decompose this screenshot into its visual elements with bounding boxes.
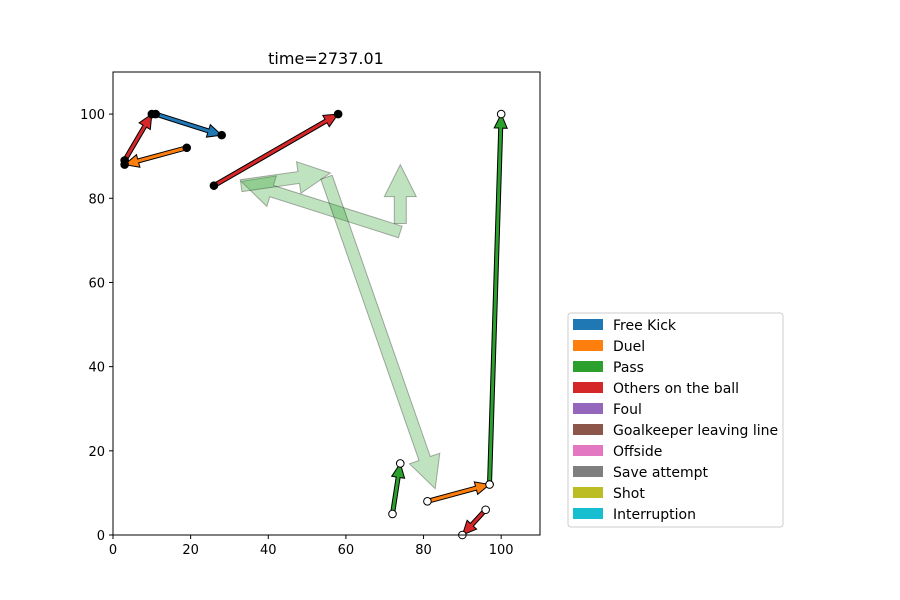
legend-swatch bbox=[573, 361, 603, 372]
legend-swatch bbox=[573, 424, 603, 435]
x-tick-label: 80 bbox=[415, 543, 432, 558]
legend-swatch bbox=[573, 466, 603, 477]
faded-arrow-2 bbox=[239, 160, 332, 195]
event-arrow-dark-3 bbox=[123, 145, 188, 168]
legend-swatch bbox=[573, 403, 603, 414]
legend-label: Offside bbox=[613, 444, 662, 460]
y-tick-label: 60 bbox=[88, 276, 105, 291]
event-arrow-dark-4 bbox=[212, 113, 340, 189]
event-arrow-light-1 bbox=[389, 462, 406, 515]
legend-label: Interruption bbox=[613, 507, 696, 523]
y-tick-label: 100 bbox=[80, 108, 105, 123]
event-marker-dark-3-start bbox=[182, 143, 192, 153]
event-arrows-layer bbox=[120, 109, 508, 540]
event-marker-light-1-start bbox=[388, 509, 397, 519]
legend-swatch bbox=[573, 382, 603, 393]
x-tick-label: 100 bbox=[489, 543, 514, 558]
event-marker-dark-4-end bbox=[333, 109, 343, 119]
legend-swatch bbox=[573, 319, 603, 330]
plot-area bbox=[112, 71, 541, 536]
event-marker-dark-1-end bbox=[217, 130, 226, 140]
legend-swatch bbox=[573, 487, 603, 498]
legend-swatch bbox=[573, 445, 603, 456]
faded-arrows-layer bbox=[239, 160, 441, 490]
event-arrow-light-2 bbox=[426, 481, 491, 504]
event-marker-light-2-start bbox=[423, 497, 432, 506]
y-tick-label: 20 bbox=[88, 445, 105, 460]
event-marker-dark-3-end bbox=[120, 160, 129, 169]
x-tick-label: 0 bbox=[109, 543, 117, 558]
legend-label: Save attempt bbox=[613, 465, 709, 481]
legend-label: Free Kick bbox=[613, 318, 677, 334]
event-arrow-dark-2 bbox=[122, 113, 153, 163]
legend: Free Kick Duel Pass Others on the ball Foul G… bbox=[567, 312, 784, 528]
legend-label: Pass bbox=[613, 360, 644, 376]
faded-arrow-1 bbox=[240, 175, 403, 239]
event-arrow-dark-1 bbox=[154, 111, 223, 138]
legend-label: Goalkeeper leaving line bbox=[613, 423, 778, 439]
legend-swatch bbox=[573, 508, 603, 519]
event-marker-dark-4-start bbox=[209, 181, 219, 190]
event-marker-light-4-start bbox=[481, 505, 490, 515]
x-axis: 0 20 40 60 80 100 bbox=[109, 535, 514, 558]
legend-label: Shot bbox=[613, 486, 645, 502]
faded-arrow-3 bbox=[320, 174, 441, 490]
x-tick-label: 60 bbox=[338, 543, 355, 558]
event-marker-light-3-start bbox=[485, 480, 494, 489]
y-tick-label: 40 bbox=[88, 361, 105, 376]
y-axis: 0 20 40 60 80 100 bbox=[80, 108, 113, 544]
faded-arrow-4 bbox=[383, 163, 418, 224]
x-tick-label: 40 bbox=[260, 543, 277, 558]
chart-title: time=2737.01 bbox=[268, 49, 384, 68]
legend-frame bbox=[567, 312, 784, 528]
legend-label: Duel bbox=[613, 339, 645, 355]
event-marker-dark-2-end bbox=[147, 109, 157, 119]
x-tick-label: 20 bbox=[182, 543, 199, 558]
legend-label: Others on the ball bbox=[613, 381, 739, 397]
legend-swatch bbox=[573, 340, 603, 351]
event-marker-light-3-end bbox=[496, 109, 506, 119]
legend-label: Foul bbox=[613, 402, 642, 418]
event-marker-light-1-end bbox=[395, 459, 405, 468]
y-tick-label: 0 bbox=[97, 529, 105, 544]
y-tick-label: 80 bbox=[88, 192, 105, 207]
event-arrow-light-3 bbox=[486, 112, 508, 486]
